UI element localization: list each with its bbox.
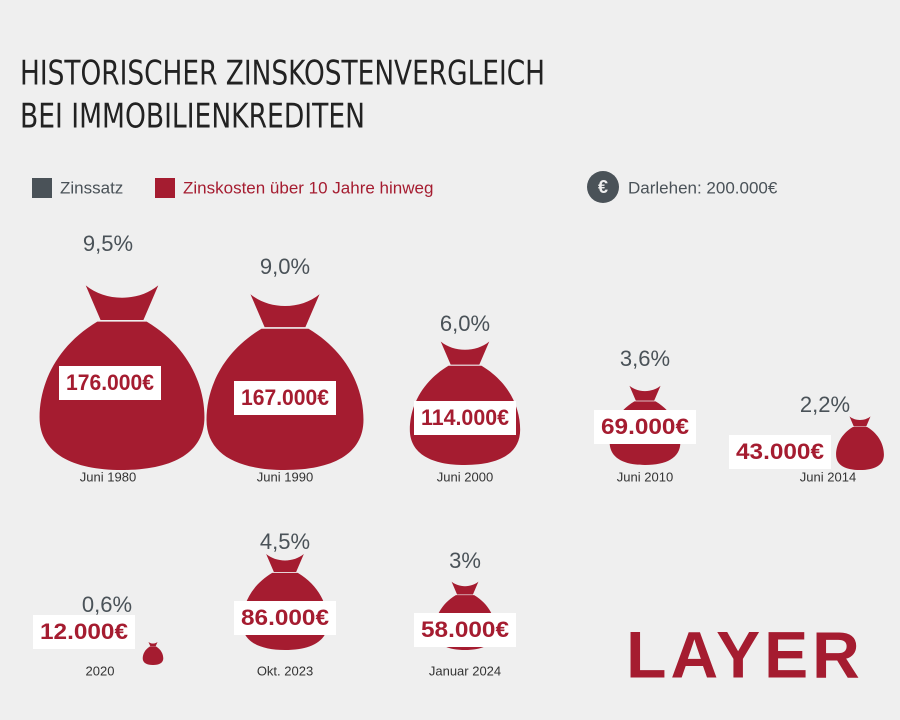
legend-label: Zinssatz [60, 178, 123, 197]
interest-rate: 2,2% [800, 392, 850, 417]
legend-swatch [32, 178, 52, 198]
interest-rate: 0,6% [82, 592, 132, 617]
category-label: Januar 2024 [429, 663, 501, 678]
interest-rate: 4,5% [260, 529, 310, 554]
cost-label-box [234, 601, 336, 635]
cost-label-box [594, 410, 696, 444]
money-bag [836, 416, 884, 470]
cost-label: 69.000€ [601, 414, 689, 439]
interest-rate: 3,6% [620, 346, 670, 371]
cost-label-box [414, 613, 516, 647]
cost-label: 167.000€ [241, 385, 329, 410]
cost-label-box [59, 366, 161, 400]
legend-swatch [155, 178, 175, 198]
cost-label-box [414, 401, 516, 435]
cost-label-box [234, 381, 336, 415]
cost-label-box [729, 435, 831, 469]
cost-label: 58.000€ [421, 617, 509, 642]
title-line: BEI IMMOBILIENKREDITEN [20, 97, 365, 137]
interest-rate: 3% [449, 548, 481, 573]
category-label: Juni 2000 [437, 469, 493, 484]
category-label: Juni 1990 [257, 469, 313, 484]
euro-icon [587, 171, 619, 203]
category-label: Juni 2014 [800, 469, 856, 484]
category-label: Juni 2010 [617, 469, 673, 484]
interest-rate: 6,0% [440, 311, 490, 336]
logo: LAYER [626, 617, 864, 691]
loan-note: Darlehen: 200.000€ [628, 178, 778, 197]
cost-label: 12.000€ [40, 619, 128, 644]
interest-rate: 9,5% [83, 231, 133, 256]
cost-label-box [33, 615, 135, 649]
category-label: 2020 [86, 663, 115, 678]
title-line: HISTORISCHER ZINSKOSTENVERGLEICH [20, 54, 545, 94]
euro-symbol: € [598, 177, 608, 197]
category-label: Okt. 2023 [257, 663, 313, 678]
cost-label: 114.000€ [421, 405, 509, 430]
interest-rate: 9,0% [260, 254, 310, 279]
category-label: Juni 1980 [80, 469, 136, 484]
cost-label: 86.000€ [241, 605, 329, 630]
legend-label: Zinskosten über 10 Jahre hinweg [183, 178, 433, 197]
money-bag [142, 641, 164, 665]
cost-label: 176.000€ [66, 370, 154, 395]
cost-label: 43.000€ [736, 439, 824, 464]
